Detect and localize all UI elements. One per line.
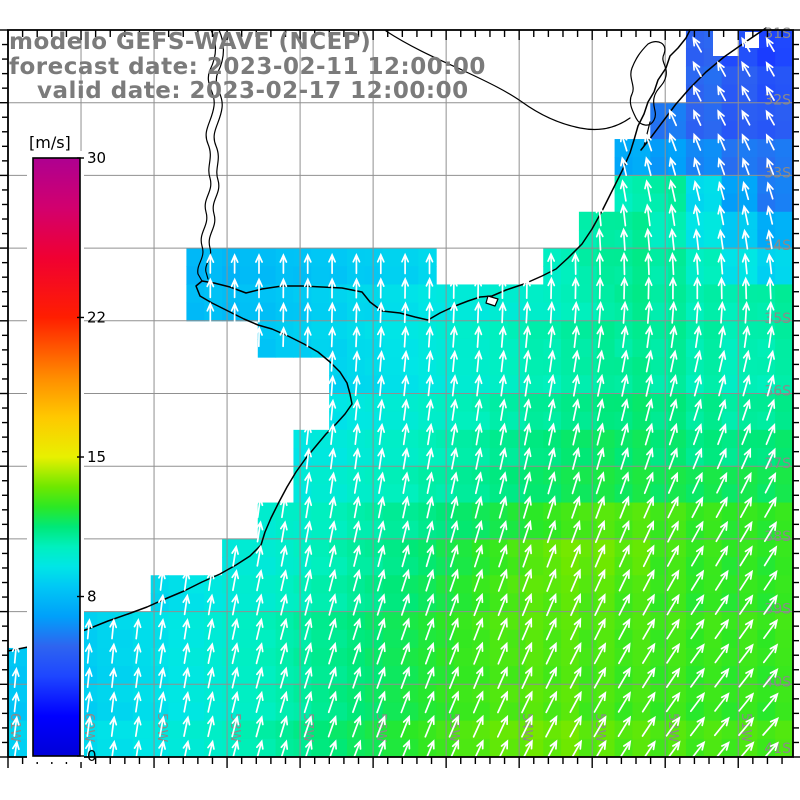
colorbar: 30 22 15 8 0 [m/s]	[27, 133, 106, 765]
peninsula-hook	[485, 295, 499, 307]
colorbar-gradient	[32, 157, 81, 757]
axis-ticks	[0, 29, 800, 768]
lat-label: 36S	[764, 384, 791, 400]
lat-label: 39S	[764, 602, 791, 618]
river-line	[385, 30, 631, 131]
lat-label: 33S	[764, 165, 791, 181]
graticule	[8, 30, 793, 757]
lagoon-outline	[629, 41, 667, 126]
wind-arrows	[11, 36, 779, 757]
lon-label: 61W	[7, 713, 22, 743]
no-data-patch	[713, 30, 739, 56]
lat-label: 38S	[764, 529, 791, 545]
coastline-layer	[7, 27, 767, 652]
colorbar-tick-label: 15	[87, 448, 106, 466]
lat-label: 37S	[764, 456, 791, 472]
colorbar-tick-label: 30	[87, 149, 106, 167]
valid-date-line: valid date: 2023-02-17 12:00:00	[37, 78, 469, 104]
model-title: modelo GEFS-WAVE (NCEP)	[9, 29, 372, 55]
colorbar-tick-label: 22	[87, 308, 106, 326]
colorbar-tick-label: 0	[87, 747, 97, 765]
lat-label: 34S	[764, 238, 791, 254]
river-line	[205, 29, 224, 280]
colorbar-unit-label: [m/s]	[29, 133, 71, 152]
lat-label: 32S	[764, 93, 791, 109]
forecast-date-line: forecast date: 2023-02-11 12:00:00	[9, 54, 486, 80]
river-line	[197, 29, 216, 282]
lat-label: 35S	[764, 311, 791, 327]
coastline-mainland	[7, 29, 691, 652]
coastline-barrier-spit	[640, 27, 767, 151]
colorbar-tick-label: 8	[87, 588, 97, 606]
lat-label: 40S	[764, 674, 791, 690]
lat-label: 41S	[764, 741, 791, 757]
